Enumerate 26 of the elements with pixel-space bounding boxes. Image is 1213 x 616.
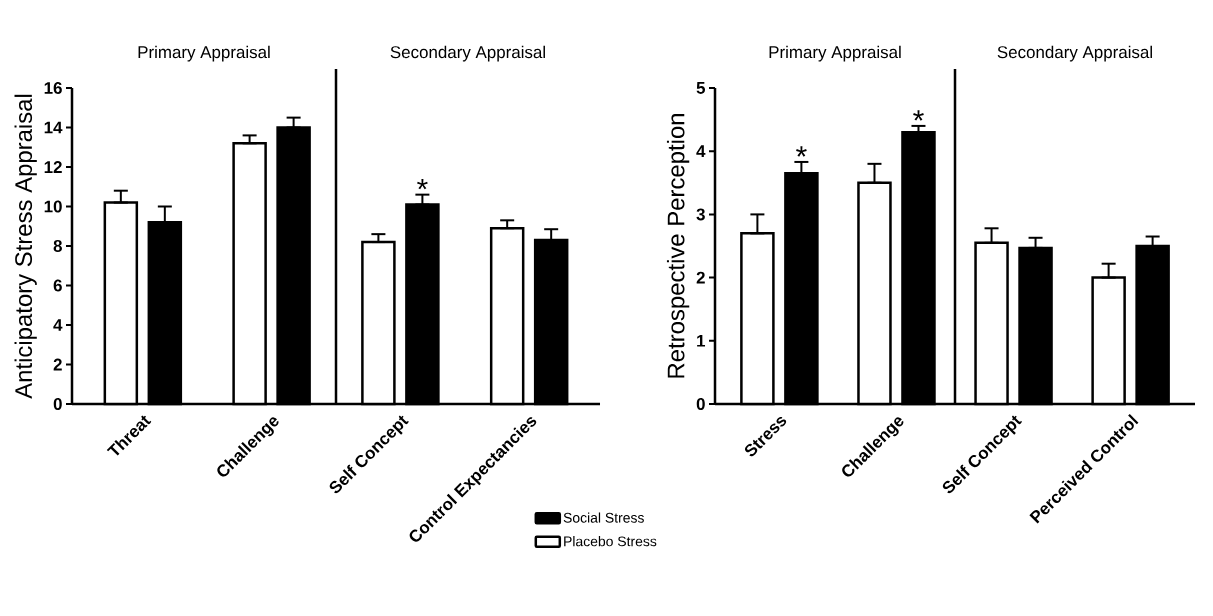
annotation: *: [796, 146, 807, 157]
y-tick-label: 12: [44, 161, 62, 173]
y-tick-label: 4: [53, 319, 63, 331]
y-tick-label: 2: [53, 358, 62, 371]
text: Secondary Appraisal: [997, 45, 1152, 62]
y-tick-label: 5: [696, 82, 706, 94]
y-tick-label: 14: [44, 121, 63, 134]
text: Secondary Appraisal: [390, 45, 545, 62]
y-tick-label: 6: [53, 279, 62, 292]
annotation: *: [913, 110, 924, 121]
legend-label: Placebo Stress: [564, 536, 657, 547]
y-tick-label: 1: [697, 334, 706, 347]
y-tick-label: 0: [696, 398, 705, 410]
y-tick-label: 3: [696, 208, 705, 221]
legend-label: Social Stress: [563, 512, 644, 523]
y-axis-title: Anticipatory Stress Appraisal: [14, 94, 37, 399]
y-tick-label: 16: [44, 82, 62, 94]
y-tick-label: 10: [44, 200, 62, 213]
y-tick-label: 4: [696, 145, 706, 158]
text: Primary Appraisal: [138, 45, 270, 62]
y-tick-label: 0: [53, 398, 62, 410]
text: Primary Appraisal: [769, 45, 901, 62]
y-axis-title: Retrospective Perception: [666, 114, 690, 378]
y-tick-label: 8: [53, 240, 62, 252]
y-tick-label: 2: [696, 271, 705, 284]
annotation: *: [417, 178, 428, 190]
